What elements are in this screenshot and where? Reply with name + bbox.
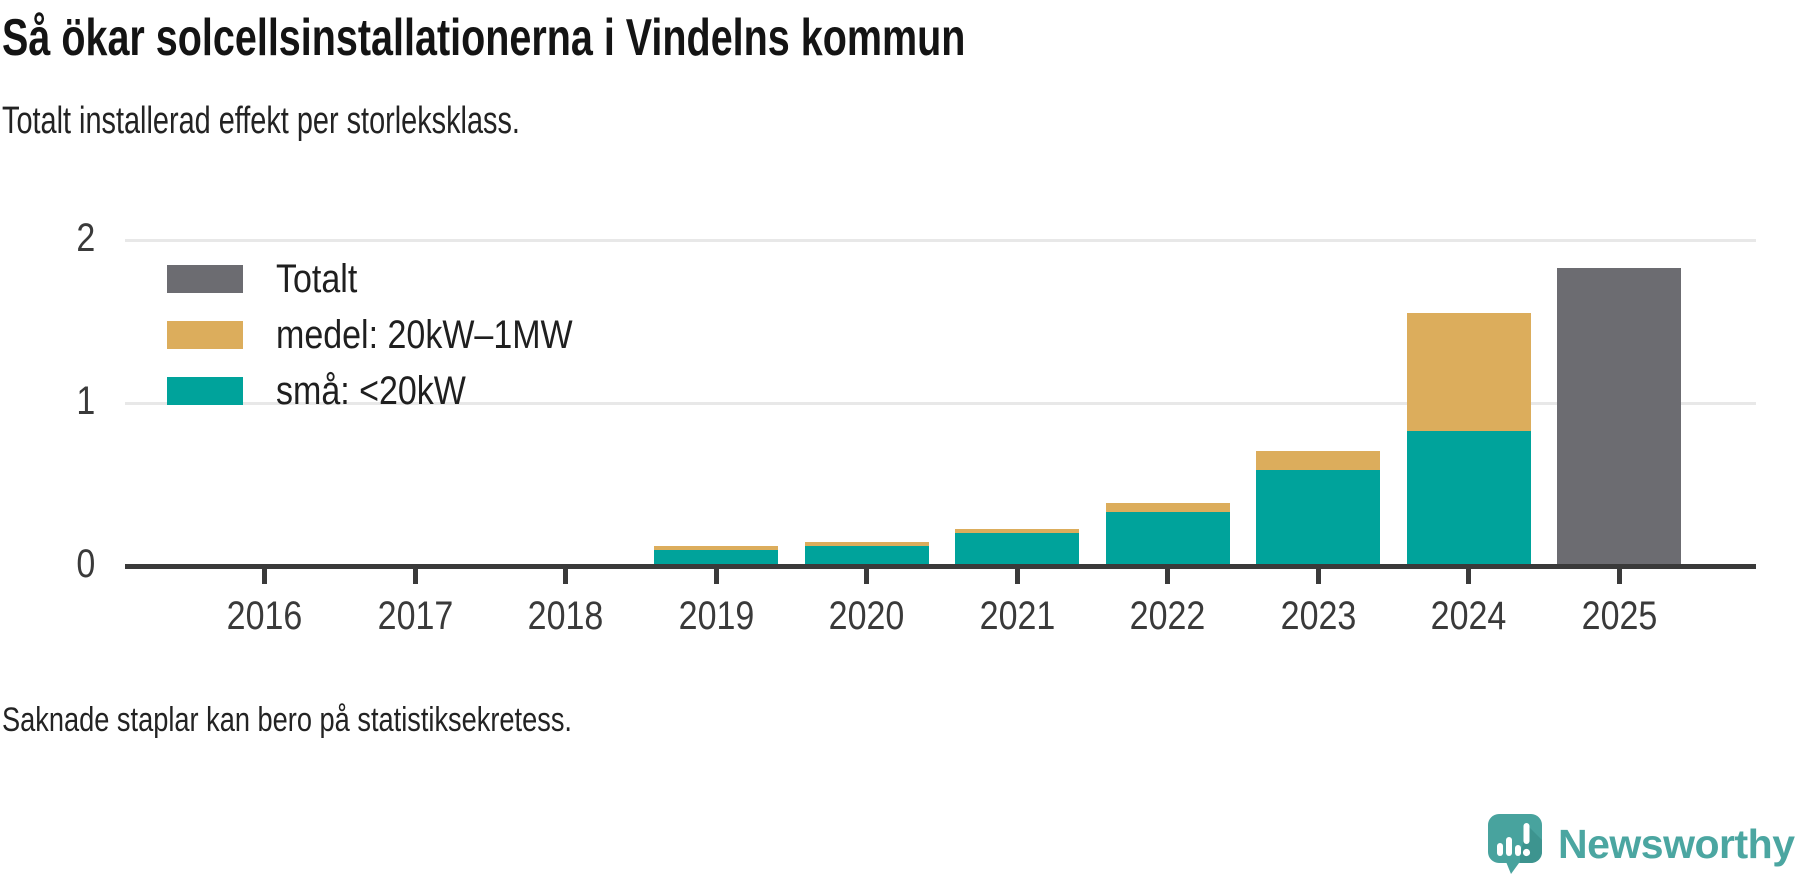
x-axis-tick-label-text: 2022	[1129, 594, 1206, 638]
chart-footnote-text: Saknade staplar kan bero på statistiksek…	[2, 701, 572, 739]
x-axis-tick-label-2021: 2021	[937, 594, 1097, 639]
x-axis-tick-label-2017: 2017	[335, 594, 495, 639]
x-axis-tick-label-2018: 2018	[486, 594, 646, 639]
x-axis-tick-label-text: 2020	[828, 594, 905, 638]
legend-item-sm-20kw: små: <20kW	[167, 371, 625, 411]
bar-2019-medel	[654, 546, 779, 550]
y-axis-tick-label-text: 2	[76, 216, 95, 260]
chart-subtitle: Totalt installerad effekt per storlekskl…	[2, 100, 684, 143]
bar-2024-sma	[1406, 430, 1531, 566]
x-axis-tick-label-2016: 2016	[185, 594, 345, 639]
bar-2024-medel	[1406, 313, 1531, 431]
x-axis-tick-2023	[1315, 569, 1321, 584]
bar-2021-medel	[955, 529, 1080, 534]
x-axis-tick-label-text: 2024	[1431, 594, 1507, 638]
newsworthy-speech-bubble-bar-chart-icon	[1488, 814, 1542, 874]
bar-2022-sma	[1105, 512, 1230, 566]
x-axis-tick-2019	[713, 569, 719, 584]
legend-swatch-medel-20kw-1mw	[167, 321, 243, 349]
x-axis-tick-2024	[1466, 569, 1472, 584]
x-axis-tick-label-text: 2018	[527, 594, 604, 638]
legend-label-medel-20kw-1mw: medel: 20kW–1MW	[276, 315, 625, 355]
legend-swatch-sm-20kw	[167, 377, 243, 405]
y-axis-tick-label-0: 0	[25, 542, 95, 587]
y-axis-tick-label-2: 2	[25, 216, 95, 261]
newsworthy-logo-text: Newsworthy	[1558, 820, 1795, 867]
bar-2025-totalt	[1557, 267, 1682, 566]
legend-label-text: små: <20kW	[276, 369, 466, 413]
page-title-text: Så ökar solcellsinstallationerna i Vinde…	[2, 9, 966, 67]
x-axis-line	[125, 564, 1756, 569]
legend-label-text: medel: 20kW–1MW	[276, 313, 573, 357]
x-axis-tick-2022	[1165, 569, 1171, 584]
legend-label-text: Totalt	[276, 257, 358, 301]
x-axis-tick-label-2023: 2023	[1238, 594, 1398, 639]
bar-2023-sma	[1256, 469, 1381, 566]
chart-legend: Totalt medel: 20kW–1MW små: <20kW	[167, 259, 625, 433]
bar-2022-medel	[1105, 503, 1230, 513]
x-axis-tick-label-2022: 2022	[1088, 594, 1248, 639]
chart-subtitle-text: Totalt installerad effekt per storlekskl…	[2, 100, 520, 142]
x-axis-tick-label-text: 2019	[678, 594, 754, 638]
x-axis-tick-label-2019: 2019	[636, 594, 796, 639]
bar-2019-sma	[654, 549, 779, 566]
legend-item-totalt: Totalt	[167, 259, 625, 299]
x-axis-tick-2018	[563, 569, 569, 584]
y-axis-tick-label-text: 0	[76, 542, 95, 586]
x-axis-tick-2025	[1616, 569, 1622, 584]
x-axis-tick-label-2020: 2020	[787, 594, 947, 639]
legend-label-sm-20kw: små: <20kW	[276, 371, 499, 411]
bar-2023-medel	[1256, 451, 1381, 470]
y-gridline-1	[125, 401, 1756, 405]
x-axis-tick-label-text: 2017	[377, 594, 453, 638]
x-axis-tick-label-2024: 2024	[1389, 594, 1549, 639]
y-axis-tick-label-text: 1	[76, 379, 95, 423]
x-axis-tick-label-2025: 2025	[1539, 594, 1699, 639]
x-axis-tick-label-text: 2021	[979, 594, 1056, 638]
bar-2021-sma	[955, 533, 1080, 566]
legend-label-totalt: Totalt	[276, 259, 372, 299]
newsworthy-logo[interactable]: Newsworthy	[1486, 812, 1795, 876]
x-axis-tick-label-text: 2023	[1280, 594, 1357, 638]
page-title: Så ökar solcellsinstallationerna i Vinde…	[2, 8, 1270, 68]
legend-swatch-totalt	[167, 265, 243, 293]
legend-item-medel-20kw-1mw: medel: 20kW–1MW	[167, 315, 625, 355]
x-axis-tick-2016	[262, 569, 267, 584]
x-axis-tick-2017	[412, 569, 418, 584]
y-gridline-2	[125, 238, 1756, 242]
x-axis-tick-2021	[1014, 569, 1020, 584]
chart-footnote: Saknade staplar kan bero på statistiksek…	[2, 701, 715, 740]
x-axis-tick-2020	[864, 569, 870, 584]
bar-2020-sma	[804, 546, 929, 566]
y-axis-tick-label-1: 1	[25, 379, 95, 424]
x-axis-tick-label-text: 2025	[1581, 594, 1658, 638]
x-axis-tick-label-text: 2016	[226, 594, 303, 638]
bar-2020-medel	[804, 542, 929, 547]
